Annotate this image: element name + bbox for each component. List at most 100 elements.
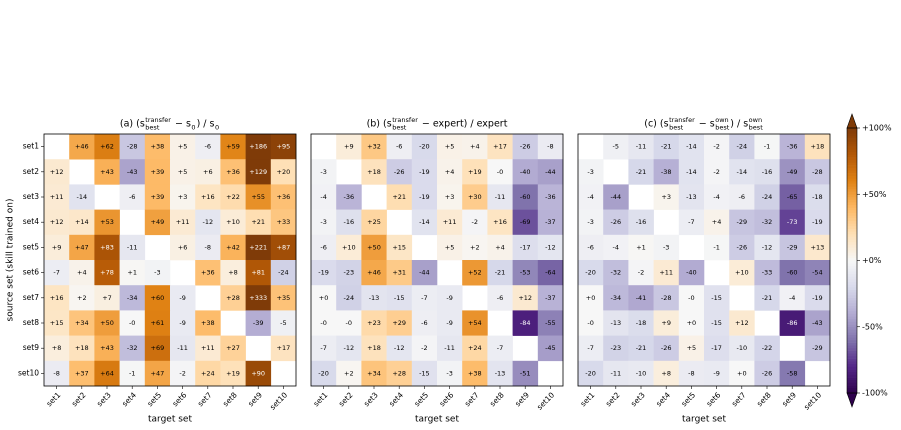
heatmap-cell [144,360,171,387]
title-symbol: s [743,119,748,130]
x-tick-label: set8 [755,390,773,408]
cell-label: -20 [585,269,596,277]
heatmap-cell [603,285,629,311]
colorbar-segment [847,263,857,267]
colorbar-segment [847,318,857,322]
cell-label: -53 [520,269,531,277]
cell-label: +10 [342,243,356,251]
cell-label: -7 [587,344,593,352]
heatmap-cell [603,260,629,286]
cell-label: -9 [713,369,719,377]
cell-label: +49 [151,218,165,226]
colorbar-segment [847,257,857,261]
heatmap-cell [270,134,297,160]
cell-label: -17 [520,243,531,251]
title-text: (c) ( [644,119,663,130]
y-tick-label: set7 [23,293,39,302]
heatmap-cell [678,260,705,286]
cell-label: +2 [470,243,480,251]
cell-label: -29 [736,218,747,226]
cell-label: +19 [468,168,482,176]
cell-label: -28 [812,168,823,176]
cell-label: -8 [547,143,553,151]
colorbar-segment [847,382,857,386]
colorbar-segment [847,210,857,214]
heatmap-cell [69,134,95,160]
cell-label: -26 [736,243,747,251]
cell-label: -23 [610,344,621,352]
colorbar-segment [847,178,857,182]
heatmap-cell [729,159,755,185]
heatmap-cell [119,260,146,286]
cell-label: -6 [396,143,402,151]
cell-label: -13 [369,294,380,302]
colorbar-segment [847,265,857,269]
cell-label: +11 [659,269,673,277]
title-superscript: transfer [392,116,418,124]
cell-label: +42 [226,243,240,251]
cell-label: -44 [419,269,430,277]
heatmap-cell [144,310,171,336]
heatmap-cell [487,159,513,185]
cell-label: -11 [177,344,188,352]
cell-label: -20 [419,143,430,151]
heatmap-cell [437,234,463,261]
x-tick-label: set3 [362,390,380,408]
heatmap-cell [69,310,95,336]
cell-label: +27 [226,344,240,352]
cell-label: +24 [201,369,215,377]
colorbar: +100% +50% +0% -50% -100% [846,113,892,408]
heatmap-cell [729,209,755,236]
cell-label: -13 [610,319,621,327]
heatmap-cell [336,335,362,362]
heatmap-cell [603,310,629,336]
frame [310,133,564,387]
heatmap-cell [361,310,387,336]
heatmap-cell [537,335,564,362]
colorbar-segment [847,199,857,203]
heatmap-cell [603,234,629,261]
heatmap-cell [44,310,70,336]
cell-label: -16 [636,218,647,226]
cell-label: +221 [249,243,267,251]
colorbar-segment [847,215,857,219]
frame [577,133,831,387]
cell-label: -32 [610,269,621,277]
colorbar-segment [847,252,857,256]
heatmap-cell [704,134,730,160]
heatmap-cell [411,159,438,185]
cell-label: +34 [75,319,89,327]
y-tick-label: set9 [23,343,39,352]
cell-label: +18 [367,168,381,176]
cell-label: -14 [736,168,747,176]
cell-label: -11 [636,143,647,151]
heatmap-cell [487,335,513,362]
cell-label: -2 [421,344,427,352]
cell-label: +11 [176,218,190,226]
heatmap-cell [44,360,70,387]
heatmap-cell [537,134,564,160]
cell-label: +15 [50,319,64,327]
heatmap-cell [69,335,95,362]
title-text: − expert) / expert [419,119,508,130]
title-text: − [172,119,186,130]
heatmap-cell [462,134,488,160]
cell-label: -51 [520,369,531,377]
heatmap-cell [729,260,755,286]
cell-label: +50 [367,243,381,251]
cell-label: +17 [277,344,291,352]
heatmap-cell [411,209,438,236]
heatmap-cell [704,159,730,185]
heatmap-cell [754,159,780,185]
cell-label: +36 [226,168,240,176]
heatmap-cell [804,184,831,210]
heatmap-cell [69,184,95,210]
heatmap-cell [195,260,221,286]
cell-label: +46 [367,269,381,277]
cell-label: +18 [811,143,825,151]
heatmap-cell [804,310,831,336]
cell-label: +12 [735,319,749,327]
cell-label: -9 [179,294,185,302]
cell-label: +24 [468,344,482,352]
title-text: − [696,119,710,130]
